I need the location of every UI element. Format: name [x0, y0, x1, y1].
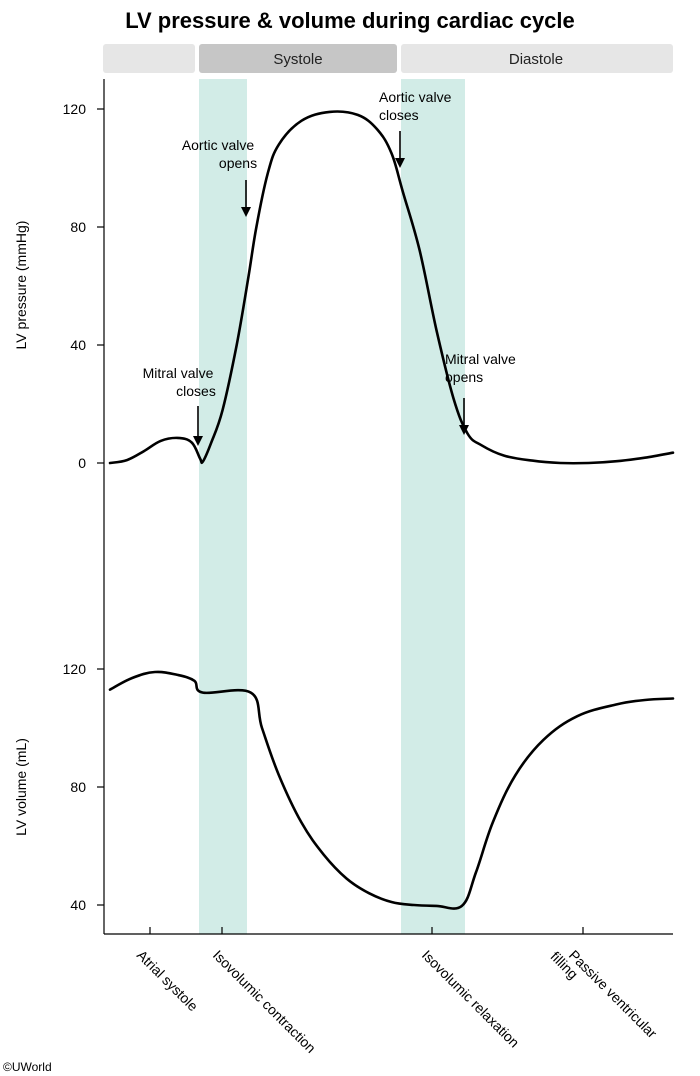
arrow-mitral-opens-head [459, 425, 469, 435]
volume-tick-label-120: 120 [63, 661, 87, 677]
pressure-axis-title: LV pressure (mmHg) [13, 221, 29, 350]
phase-systole-label: Systole [273, 51, 322, 68]
phase-diastole-label: Diastole [509, 51, 563, 68]
pressure-tick-label-0: 0 [78, 455, 86, 471]
phase-systole-box [199, 44, 397, 73]
isovolumic-contraction-band [199, 79, 247, 934]
volume-series-line [108, 670, 675, 910]
x-label-isovolumic-contraction: Isovolumic contraction [210, 947, 319, 1056]
isovolumic-relaxation-band [401, 79, 465, 934]
arrow-mitral-closes-head [193, 436, 203, 446]
phase-atrial-box [103, 44, 195, 73]
annotation-aortic-closes-line2: closes [379, 107, 419, 123]
annotation-aortic-opens-line2: opens [219, 155, 257, 171]
pressure-tick-label-40: 40 [70, 337, 86, 353]
volume-y-ticks: 40 80 120 [63, 661, 104, 913]
chart-title: LV pressure & volume during cardiac cycl… [125, 8, 575, 33]
credit-text: ©UWorld [3, 1060, 52, 1074]
pressure-series-line [108, 110, 675, 465]
pressure-tick-label-120: 120 [63, 101, 87, 117]
annotation-mitral-opens: Mitral valve opens [445, 351, 516, 435]
arrow-aortic-closes-head [395, 158, 405, 168]
phase-bar: Systole Diastole [103, 44, 673, 73]
annotation-mitral-closes-line1: Mitral valve [143, 365, 214, 381]
volume-tick-label-40: 40 [70, 897, 86, 913]
annotation-aortic-closes: Aortic valve closes [379, 89, 452, 168]
x-label-atrial-systole: Atrial systole [134, 947, 202, 1015]
volume-tick-label-80: 80 [70, 779, 86, 795]
annotation-mitral-closes: Mitral valve closes [143, 365, 216, 446]
annotation-mitral-opens-line2: opens [445, 369, 483, 385]
x-label-passive-filling: Passive ventricular filling [547, 947, 661, 1042]
phase-diastole-box [401, 44, 673, 73]
annotation-aortic-opens: Aortic valve opens [182, 137, 257, 217]
annotation-aortic-opens-line1: Aortic valve [182, 137, 255, 153]
x-label-isovolumic-relaxation: Isovolumic relaxation [419, 947, 523, 1051]
arrow-aortic-opens-head [241, 207, 251, 217]
pressure-tick-label-80: 80 [70, 219, 86, 235]
annotation-aortic-closes-line1: Aortic valve [379, 89, 452, 105]
volume-axis-title: LV volume (mL) [13, 738, 29, 836]
annotation-mitral-opens-line1: Mitral valve [445, 351, 516, 367]
annotation-mitral-closes-line2: closes [176, 383, 216, 399]
pressure-y-ticks: 0 40 80 120 [63, 101, 104, 471]
x-label-passive-filling-line1: Passive ventricular [566, 947, 661, 1042]
